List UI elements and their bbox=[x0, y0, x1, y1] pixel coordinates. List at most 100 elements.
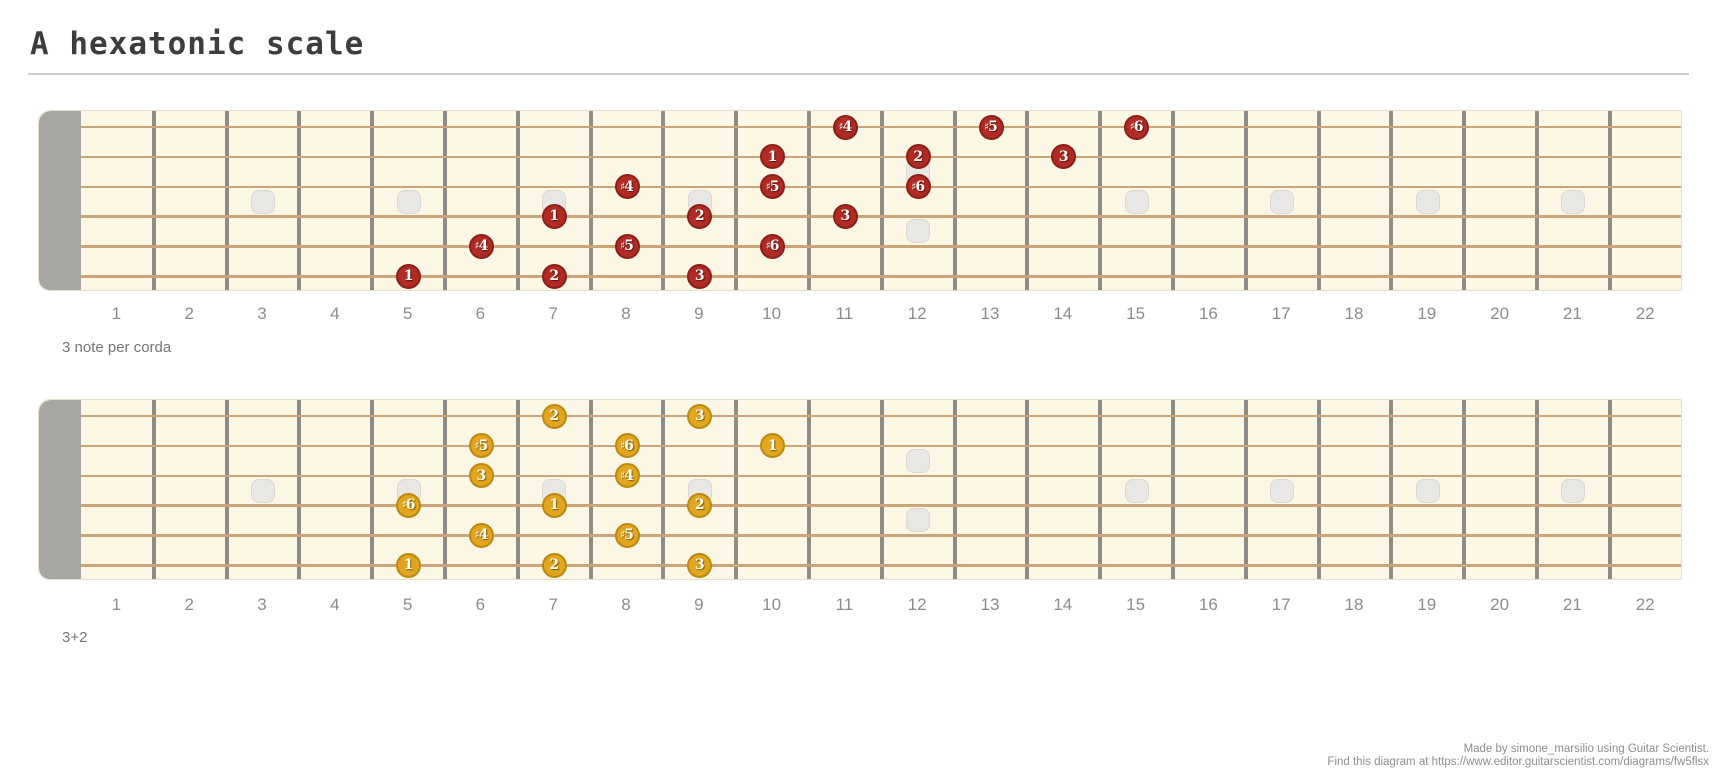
note-dot[interactable]: 2 bbox=[541, 263, 567, 289]
fret-wire bbox=[661, 400, 666, 579]
note-dot[interactable]: 3 bbox=[687, 403, 713, 429]
inlay-marker bbox=[1561, 478, 1586, 503]
fret-number-label: 16 bbox=[1198, 595, 1218, 614]
note-dot[interactable]: 2 bbox=[905, 144, 931, 170]
note-dot[interactable]: ♯ 6 bbox=[1124, 114, 1150, 140]
note-dot[interactable]: 3 bbox=[687, 263, 713, 289]
note-dot[interactable]: 1 bbox=[396, 552, 422, 578]
note-dot[interactable]: 3 bbox=[687, 552, 713, 578]
note-dot[interactable]: 1 bbox=[541, 492, 567, 518]
note-dot[interactable]: 1 bbox=[760, 433, 786, 459]
fret-number-label: 11 bbox=[835, 304, 854, 323]
fret-number-label: 7 bbox=[548, 304, 558, 323]
inlay-marker bbox=[1124, 189, 1149, 214]
string-line bbox=[81, 563, 1681, 567]
fret-wire bbox=[1098, 400, 1103, 579]
note-dot[interactable]: 3 bbox=[468, 463, 494, 489]
fret-number-label: 2 bbox=[184, 304, 194, 323]
note-dot[interactable]: ♯ 5 bbox=[978, 114, 1004, 140]
fret-number-label: 12 bbox=[907, 595, 927, 614]
note-dot[interactable]: ♯ 6 bbox=[396, 492, 422, 518]
fret-wire bbox=[515, 111, 520, 290]
string-line bbox=[81, 155, 1681, 158]
fret-wire bbox=[443, 400, 447, 579]
fret-wire bbox=[1607, 111, 1612, 290]
note-dot[interactable]: ♯ 4 bbox=[614, 174, 640, 200]
fret-wire bbox=[1462, 400, 1467, 579]
fret-wire bbox=[1025, 111, 1030, 290]
inlay-marker bbox=[1415, 478, 1440, 503]
fret-wire bbox=[1171, 111, 1175, 290]
fret-number-label: 15 bbox=[1126, 304, 1146, 323]
fret-number-label: 4 bbox=[330, 595, 340, 614]
fretboard-bottom-diagram[interactable]: ♯ 6 1 ♯ 5 3 ♯ 4 2 1 2 ♯ 6 ♯ 4 ♯ 5 3 2 3 1 bbox=[38, 399, 1682, 580]
nut bbox=[39, 400, 81, 579]
sharp-sign: ♯ bbox=[620, 240, 626, 253]
note-dot[interactable]: ♯ 6 bbox=[905, 174, 931, 200]
sharp-sign: ♯ bbox=[838, 121, 844, 133]
note-dot[interactable]: 2 bbox=[541, 403, 567, 429]
fret-wire bbox=[952, 400, 957, 579]
fret-wire bbox=[1607, 400, 1612, 579]
inlay-marker bbox=[1270, 478, 1295, 503]
fret-wire bbox=[807, 400, 811, 579]
fret-number-label: 17 bbox=[1271, 304, 1291, 323]
fret-number-label: 9 bbox=[694, 595, 704, 614]
fret-number-label: 20 bbox=[1490, 304, 1510, 323]
sharp-sign: ♯ bbox=[984, 121, 990, 133]
fret-number-label: 15 bbox=[1126, 595, 1146, 614]
note-dot[interactable]: 1 bbox=[760, 144, 786, 170]
fret-wire bbox=[1171, 400, 1175, 579]
note-dot[interactable]: 1 bbox=[541, 203, 567, 229]
footer-diagram-url[interactable]: Find this diagram at https://www.editor.… bbox=[1327, 756, 1709, 768]
note-dot[interactable]: ♯ 4 bbox=[468, 233, 494, 259]
note-dot[interactable]: ♯ 5 bbox=[760, 174, 786, 200]
fret-number-label: 10 bbox=[762, 595, 782, 614]
inlay-marker bbox=[251, 478, 275, 503]
fret-number-label: 1 bbox=[111, 595, 122, 614]
note-dot[interactable]: 2 bbox=[541, 552, 567, 578]
fret-number-label: 17 bbox=[1271, 595, 1291, 614]
note-dot[interactable]: ♯ 4 bbox=[614, 463, 640, 489]
fret-wire bbox=[1243, 111, 1248, 290]
fret-number-label: 13 bbox=[980, 595, 1000, 614]
note-dot[interactable]: 2 bbox=[687, 492, 713, 518]
fret-wire bbox=[1462, 111, 1467, 290]
fret-wire bbox=[734, 400, 739, 579]
sharp-sign: ♯ bbox=[401, 499, 407, 512]
note-dot[interactable]: ♯ 5 bbox=[614, 233, 640, 259]
string-line bbox=[81, 415, 1681, 417]
fret-wire bbox=[661, 111, 666, 290]
fret-wire bbox=[1535, 111, 1539, 290]
fret-number-label: 19 bbox=[1417, 595, 1437, 614]
note-dot[interactable]: ♯ 6 bbox=[614, 433, 640, 459]
note-dot[interactable]: ♯ 5 bbox=[468, 433, 494, 459]
note-dot[interactable]: 2 bbox=[687, 203, 713, 229]
fret-number-label: 7 bbox=[548, 595, 558, 614]
fret-number-label: 21 bbox=[1562, 595, 1582, 614]
note-dot[interactable]: ♯ 5 bbox=[614, 522, 640, 548]
fret-number-label: 10 bbox=[762, 304, 782, 323]
fret-wire bbox=[1243, 400, 1248, 579]
sharp-sign: ♯ bbox=[620, 529, 626, 542]
note-dot[interactable]: 1 bbox=[396, 263, 422, 289]
fret-wire bbox=[297, 400, 302, 579]
title-divider bbox=[28, 73, 1689, 75]
inlay-marker bbox=[1270, 189, 1295, 214]
fret-wire bbox=[879, 111, 884, 290]
note-dot[interactable]: ♯ 4 bbox=[468, 522, 494, 548]
fret-number-label: 14 bbox=[1053, 304, 1073, 323]
fretboard-top-diagram[interactable]: 1 ♯ 4 1 2 ♯ 4 ♯ 5 2 3 1 ♯ 5 ♯ 6 ♯ 4 3 2 ♯ 6 ♯ 5 3 ♯ 6 bbox=[38, 110, 1682, 291]
note-dot[interactable]: 3 bbox=[832, 203, 858, 229]
nut bbox=[39, 111, 81, 290]
sharp-sign: ♯ bbox=[620, 469, 626, 482]
inlay-marker bbox=[251, 189, 275, 214]
fret-wire bbox=[1316, 400, 1321, 579]
fret-number-label: 6 bbox=[475, 595, 486, 614]
note-dot[interactable]: ♯ 6 bbox=[760, 233, 786, 259]
fret-number-label: 4 bbox=[330, 304, 340, 323]
fret-wire bbox=[807, 111, 811, 290]
fret-number-label: 22 bbox=[1635, 595, 1655, 614]
note-dot[interactable]: ♯ 4 bbox=[832, 114, 858, 140]
note-dot[interactable]: 3 bbox=[1051, 144, 1077, 170]
